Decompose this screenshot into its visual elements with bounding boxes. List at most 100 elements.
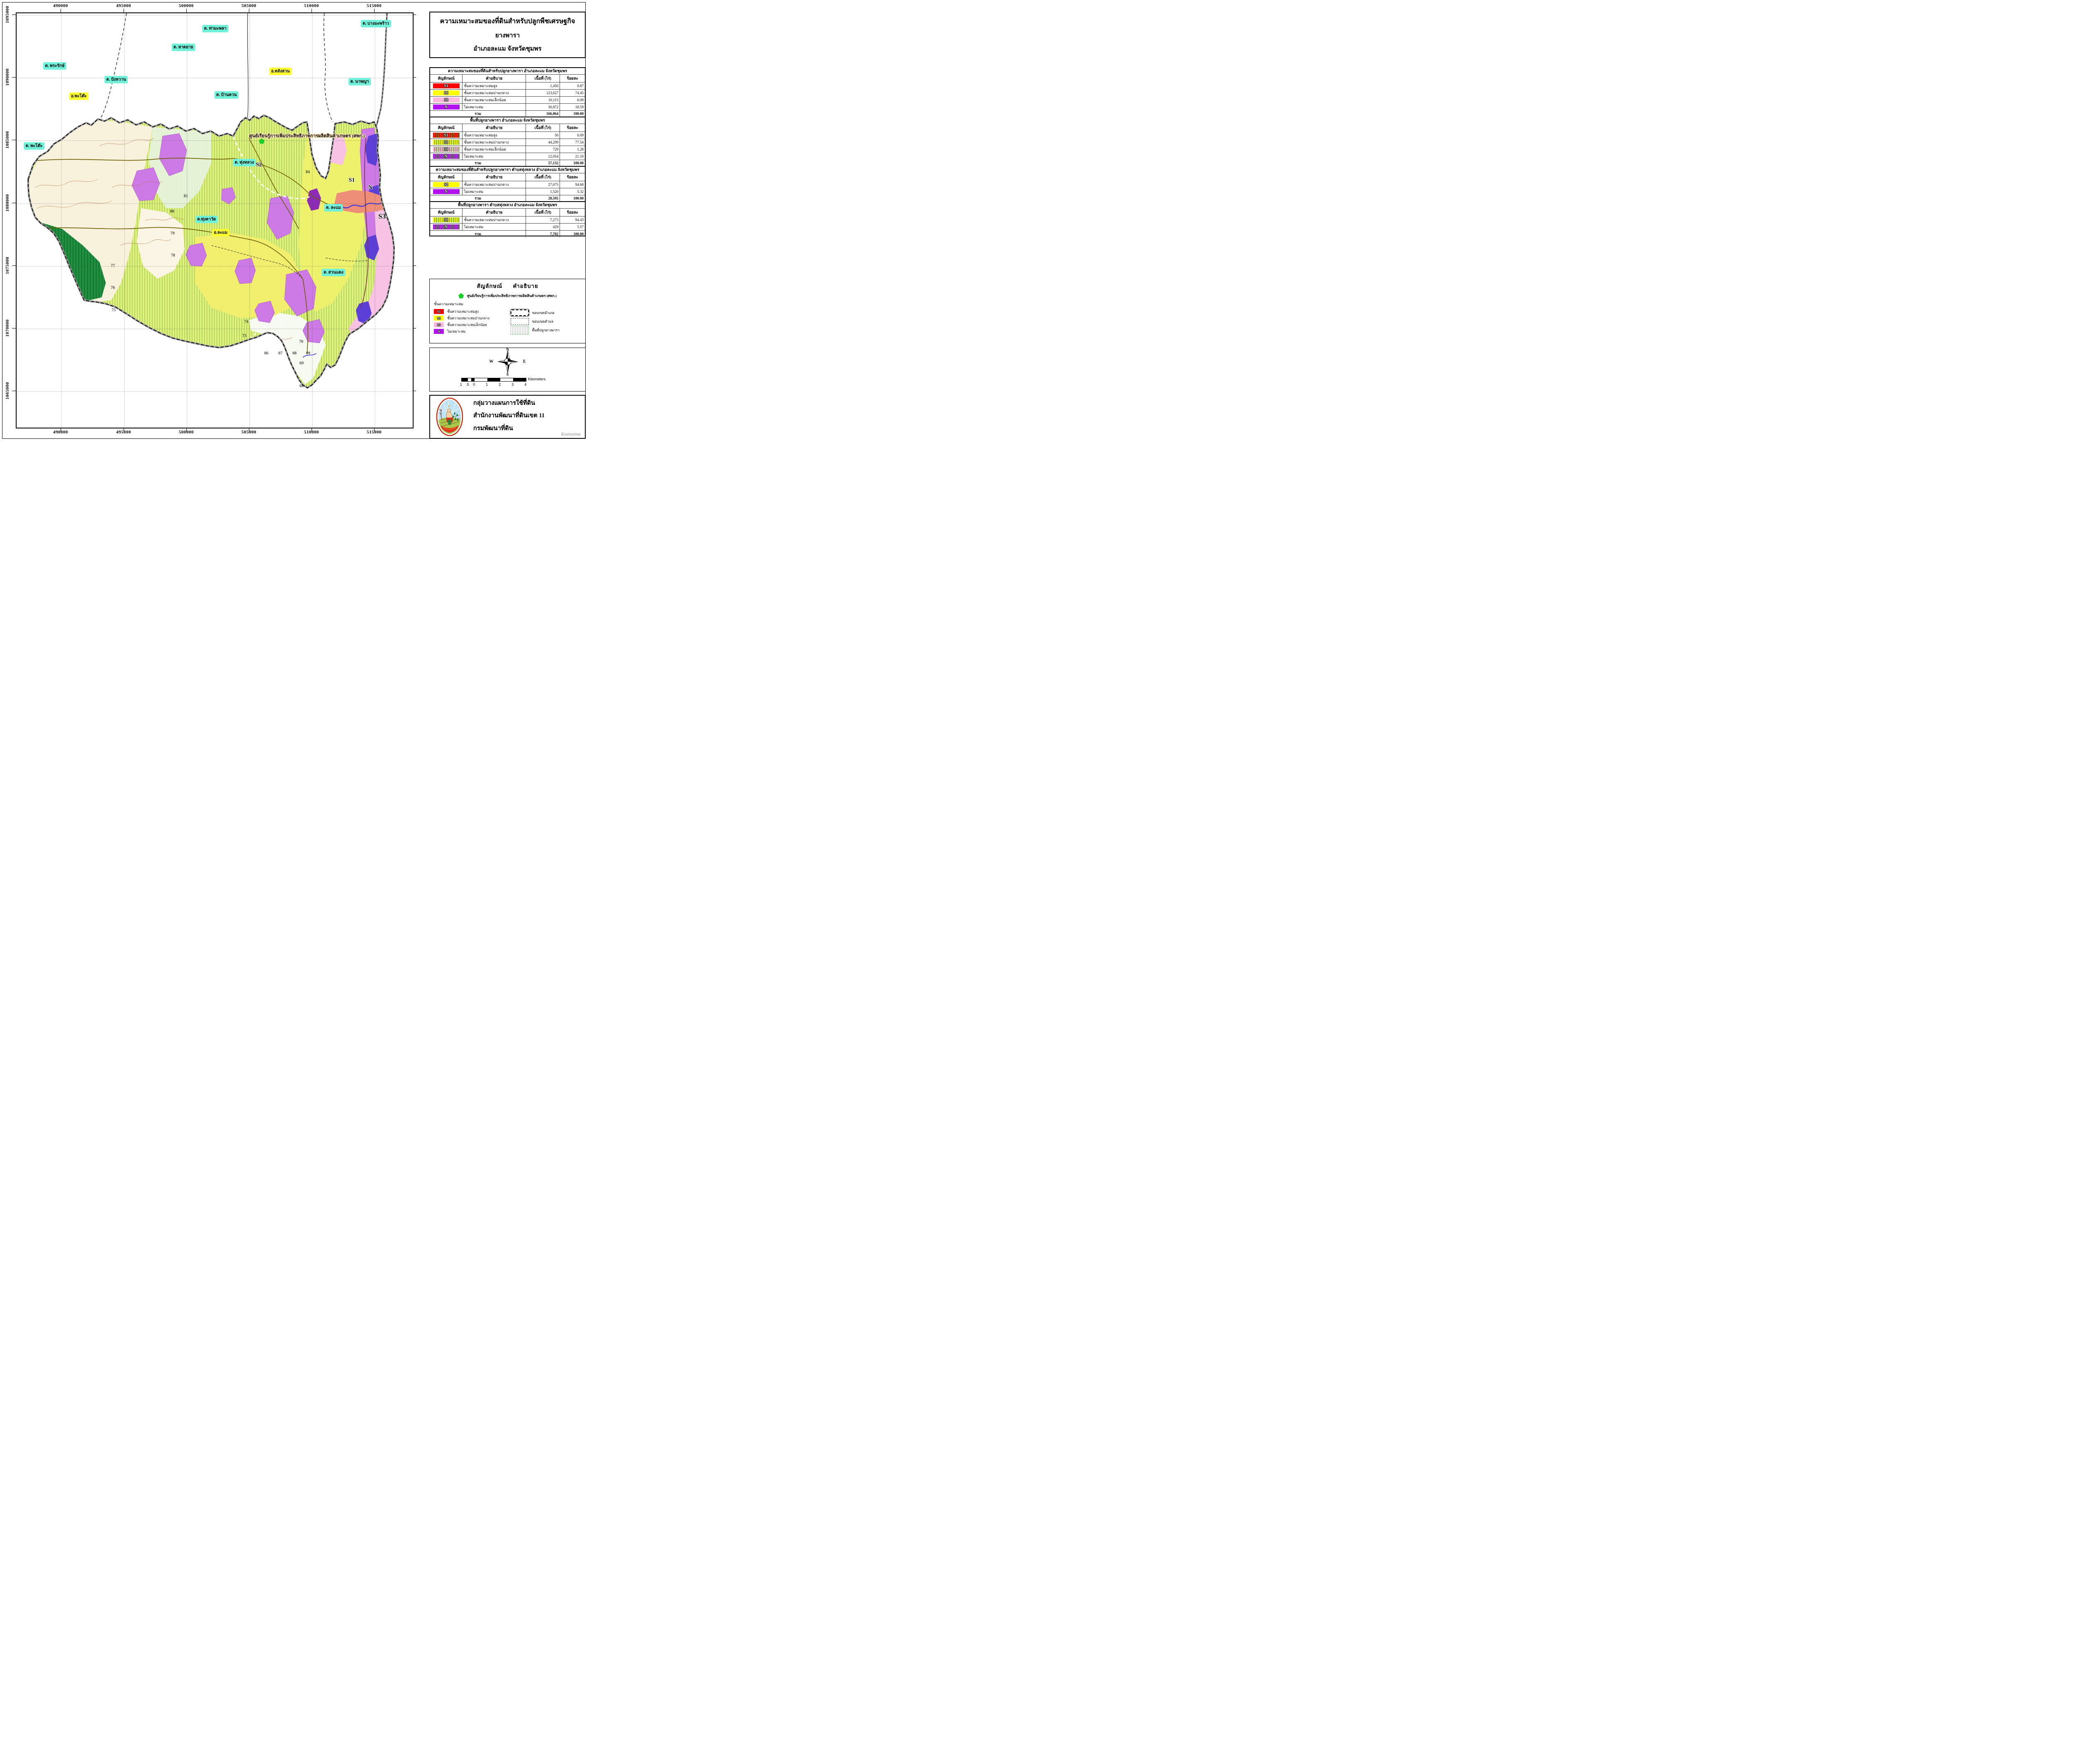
map-place-label: อ.ละแม	[212, 229, 229, 236]
compass-s-label: S	[506, 372, 509, 377]
legend-subheading: ชั้นความเหมาะสม	[434, 302, 463, 306]
legend-box: สัญลักษณ์ คำอธิบาย ศูนย์เรียนรู้การเพิ่ม…	[429, 279, 586, 343]
map-place-label: ต. บางมะพร้าว	[361, 20, 390, 27]
table-column-header: เนื้อที่ (ไร่)	[526, 124, 560, 131]
legend-boundary-item: พื้นที่ปลูกยางพารา	[510, 326, 581, 335]
class-color-swatch: N	[433, 153, 460, 159]
total-percent-cell: 100.00	[573, 161, 584, 165]
total-label-cell: รวม	[430, 231, 526, 237]
scale-bar-tick-label: 1	[486, 382, 488, 387]
x-axis-label-top: 495000	[116, 3, 131, 8]
total-label-cell: รวม	[430, 111, 526, 117]
map-grid-number: 06	[264, 351, 268, 356]
credit-line1: กลุ่มวางแผนการใช้ที่ดิน	[473, 399, 535, 406]
legend-class-item: S1 ชั้นความเหมาะสมสูง	[434, 308, 511, 315]
table-row: S3 ชั้นความเหมาะสมเล็กน้อย 729 1.28	[430, 146, 585, 153]
total-label-cell: รวม	[430, 195, 526, 201]
map-grid-number: 69	[299, 361, 304, 366]
area-cell: 30,872	[526, 104, 560, 110]
legend-header-symbol: สัญลักษณ์	[477, 283, 503, 289]
percent-cell: 0.87	[577, 84, 584, 88]
description-cell: ชั้นความเหมาะสมปานกลาง	[463, 181, 526, 188]
scale-bar-tick-label: 0	[473, 382, 475, 387]
percent-cell: 5.32	[577, 190, 584, 194]
map-suitability-class-label: S2	[256, 162, 262, 168]
y-axis-label: 1075000	[5, 257, 10, 274]
scale-bar-tick-label: 2	[499, 382, 501, 387]
x-axis-label-top: 500000	[179, 3, 194, 8]
map-place-label: ต. ท่ามะพลา	[203, 25, 228, 32]
percent-cell: 77.54	[575, 140, 584, 144]
map-grid-number: 68	[299, 384, 304, 389]
class-color-swatch: S2	[433, 217, 460, 223]
credit-line3: กรมพัฒนาที่ดิน	[473, 425, 513, 432]
description-cell: ชั้นความเหมาะสมปานกลาง	[463, 90, 526, 96]
symbol-cell: S1	[430, 83, 463, 89]
class-color-swatch: S3	[433, 146, 460, 152]
table-column-header: เนื้อที่ (ไร่)	[526, 173, 560, 181]
symbol-cell: S2	[430, 90, 463, 96]
total-label-cell: รวม	[430, 160, 526, 166]
legend-boundary-label: ขอบเขตตำบล	[532, 319, 554, 324]
area-cell: 10,115	[526, 97, 560, 103]
percent-cell: 18.59	[575, 105, 584, 109]
x-axis-tick	[186, 428, 187, 431]
table-column-header: คำอธิบาย	[463, 209, 526, 216]
symbol-cell: S2	[430, 217, 463, 223]
credit-box: กลุ่มวางแผนการใช้ที่ดิน สำนักงานพัฒนาที่…	[429, 395, 586, 439]
description-cell: ไม่เหมาะสม	[463, 224, 526, 230]
map-grid-number: 84	[306, 170, 310, 175]
symbol-cell: S1	[430, 132, 463, 139]
table-row: S1 ชั้นความเหมาะสมสูง 50 0.09	[430, 132, 585, 139]
legend-header: สัญลักษณ์ คำอธิบาย	[434, 282, 581, 290]
table-row: N ไม่เหมาะสม 12,054 21.10	[430, 153, 585, 160]
class-color-swatch: S3	[433, 97, 460, 103]
map-grid-number: 80	[170, 209, 174, 214]
percent-cell: 94.43	[575, 218, 584, 222]
description-cell: ชั้นความเหมาะสมปานกลาง	[463, 139, 526, 146]
total-percent-cell: 100.00	[573, 196, 584, 200]
statistics-tables: ความเหมาะสมของที่ดินสำหรับปลูกยางพารา อำ…	[429, 67, 586, 237]
area-cell: 50	[526, 132, 560, 139]
percent-cell: 5.57	[577, 225, 584, 229]
percent-cell: 21.10	[575, 154, 584, 158]
table-row: S2 ชั้นความเหมาะสมปานกลาง 7,273 94.43	[430, 217, 585, 224]
map-poi-label: ศูนย์เรียนรู้การเพิ่มประสิทธิภาพการผลิตส…	[249, 134, 365, 139]
total-area-cell: 166,064	[526, 111, 560, 117]
class-color-swatch: S1	[433, 83, 460, 89]
x-axis-label-bottom: 505000	[241, 430, 256, 435]
class-color-swatch: N	[433, 224, 460, 230]
table-row: S1 ชั้นความเหมาะสมสูง 1,450 0.87	[430, 83, 585, 90]
scale-bar-segment	[500, 378, 513, 381]
class-color-swatch: S2	[433, 90, 460, 96]
table-column-header: สัญลักษณ์	[430, 75, 463, 82]
table-header-row: สัญลักษณ์ คำอธิบาย เนื้อที่ (ไร่) ร้อยละ	[430, 124, 585, 132]
legend-class-swatch: N	[434, 329, 444, 334]
legend-class-label: ไม่เหมาะสม	[447, 329, 466, 333]
description-cell: ชั้นความเหมาะสมปานกลาง	[463, 217, 526, 223]
description-cell: ชั้นความเหมาะสมสูง	[463, 83, 526, 89]
legend-boundary-item: ขอบเขตอำเภอ	[510, 309, 581, 317]
y-axis-tick	[12, 77, 16, 78]
scale-bar-segment	[468, 378, 471, 381]
map-grid-number: 77	[111, 263, 115, 268]
x-axis-label-bottom: 500000	[179, 430, 194, 435]
description-cell: ไม่เหมาะสม	[463, 153, 526, 160]
map-grid-number: 70	[299, 339, 303, 344]
legend-boundary-label: พื้นที่ปลูกยางพารา	[532, 328, 560, 333]
map-grid-number: 73	[242, 333, 246, 338]
y-axis-label: 1085000	[5, 131, 10, 148]
table-total-row: รวม 28,595 100.00	[430, 195, 585, 202]
area-cell: 729	[526, 146, 560, 153]
credit-text: กลุ่มวางแผนการใช้ที่ดิน สำนักงานพัฒนาที่…	[473, 397, 582, 435]
table-column-header: สัญลักษณ์	[430, 209, 463, 216]
scale-bar-tick-label: 1	[460, 382, 463, 387]
scale-bar-segment	[461, 378, 468, 381]
scale-bar-tick-label: 4	[524, 382, 527, 387]
legend-class-label: ชั้นความเหมาะสมปานกลาง	[447, 316, 489, 320]
class-color-swatch: S1	[433, 132, 460, 138]
table-column-header: เนื้อที่ (ไร่)	[526, 75, 560, 82]
table-column-header: คำอธิบาย	[463, 173, 526, 181]
map-place-label: ต. หาดยาย	[172, 44, 195, 51]
description-cell: ชั้นความเหมาะสมเล็กน้อย	[463, 146, 526, 153]
